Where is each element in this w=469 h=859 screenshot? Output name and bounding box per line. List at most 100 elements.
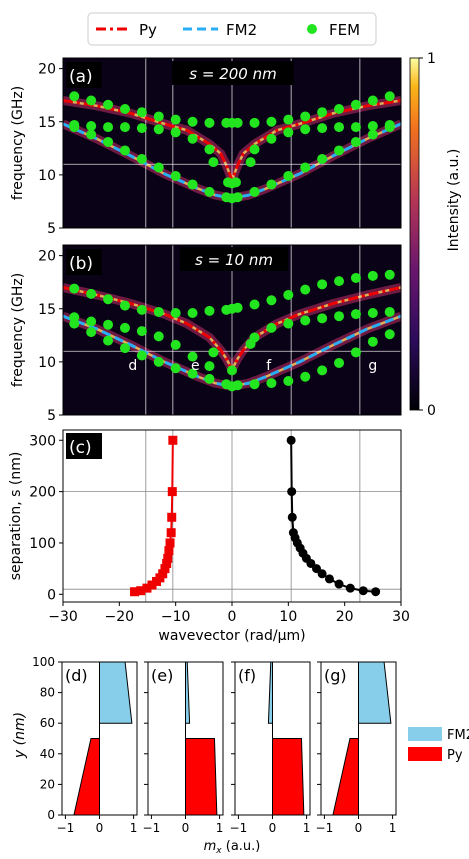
panel-a-tag: (a) <box>69 67 93 87</box>
b-fem-point <box>334 311 345 322</box>
profile-legend-fm2-swatch <box>408 727 442 741</box>
c-square-point <box>163 553 173 563</box>
a-fem-point <box>119 145 130 156</box>
b-fem-point <box>170 308 181 318</box>
b-ytick-label-1: 10 <box>38 355 56 371</box>
b-fem-point <box>249 379 260 390</box>
a-fem-point <box>170 170 181 181</box>
c-xtick-label-3: 0 <box>228 609 237 625</box>
a-fem-point <box>223 177 234 188</box>
b-fem-point <box>266 295 277 306</box>
a-fem-point <box>136 107 147 118</box>
a-fem-point <box>350 122 361 133</box>
a-fem-point <box>266 116 277 127</box>
panel-a-frame <box>62 57 402 229</box>
colorbar-max-label: 1 <box>427 51 436 67</box>
profile-tag: (d) <box>65 666 88 685</box>
panel-b: d e f g 5 10 15 20 (b) s = 10 nm frequency (GH… <box>10 244 402 424</box>
b-fem-point <box>384 306 395 317</box>
a-fem-point <box>367 129 378 140</box>
a-fem-point <box>334 145 345 156</box>
a-fem-point <box>300 162 311 173</box>
b-fem-point <box>153 331 164 342</box>
panel-a-ylabel: frequency (GHz) <box>10 86 26 200</box>
a-fem-point <box>283 114 294 125</box>
b-fem-point <box>103 294 114 305</box>
b-fem-point <box>384 269 395 280</box>
legend-fem-marker <box>307 24 317 34</box>
profile-xtick-label: −1 <box>57 821 75 835</box>
profile-xlabel: mx (a.u.) <box>204 839 261 856</box>
profile-ytick-label: 80 <box>40 686 55 700</box>
a-fem-point <box>317 107 328 118</box>
a-fem-point <box>119 104 130 114</box>
panel-b-tag-box <box>66 249 102 275</box>
c-square-point <box>136 586 146 596</box>
a-fem-point <box>249 117 260 128</box>
c-square-point <box>164 546 174 556</box>
b-fem-point <box>103 319 114 330</box>
c-ytick-label-2: 200 <box>29 485 56 501</box>
colorbar: 1 0 Intensity (a.u.) <box>409 51 462 419</box>
profile-tag: (g) <box>324 666 347 685</box>
c-circle-point <box>317 569 327 579</box>
profile-xtick-label: −1 <box>230 821 248 835</box>
b-fem-point <box>136 326 147 337</box>
panel-c-series <box>130 435 381 597</box>
profile-panel-e: (e) −1 0 1 <box>143 661 224 835</box>
b-fem-point <box>334 357 345 368</box>
c-xtick-label-1: −20 <box>105 609 135 625</box>
b-fem-point <box>367 336 378 347</box>
a-fem-point <box>266 179 277 190</box>
profile-xtick-label: 1 <box>130 821 138 835</box>
c-xtick-label-4: 10 <box>279 609 297 625</box>
a-fem-point <box>204 186 215 197</box>
c-circle-point <box>287 512 297 522</box>
a-fem-point <box>232 192 243 203</box>
c-square-point <box>147 580 157 590</box>
a-fem-point <box>283 170 294 181</box>
legend: Py FM2 FEM <box>87 12 377 46</box>
b-fem-point <box>300 315 311 326</box>
b-fem-point <box>204 361 215 372</box>
panel-a-annotation-box <box>172 61 294 85</box>
profile-legend-py-swatch <box>408 747 442 761</box>
b-fem-point <box>245 338 256 349</box>
c-circle-point <box>358 586 368 596</box>
c-circle-point <box>334 579 344 589</box>
legend-frame <box>87 12 377 46</box>
a-fem-point <box>266 133 277 144</box>
c-circle-point <box>324 574 334 584</box>
a-fem-point <box>367 95 378 106</box>
c-square-point <box>162 558 172 568</box>
b-fem-point <box>86 327 97 338</box>
c-xtick-label-5: 20 <box>336 609 354 625</box>
a-fem-point <box>136 153 147 164</box>
a-fem-point <box>334 104 345 114</box>
a-fem-point <box>153 111 164 122</box>
b-fem-point <box>367 270 378 281</box>
a-ytick-label-2: 15 <box>38 115 56 131</box>
py-profile-fill <box>185 738 218 816</box>
a-fem-point <box>230 177 241 188</box>
a-fem-point <box>208 157 219 168</box>
c-square-point <box>167 487 177 497</box>
a-fem-point <box>69 91 80 102</box>
a-fem-point <box>103 99 114 110</box>
b-fem-point <box>350 309 361 320</box>
c-square-point <box>160 564 170 574</box>
a-fem-point <box>69 122 80 133</box>
c-xtick-label-6: 30 <box>392 609 410 625</box>
b-fem-point <box>249 299 260 310</box>
c-square-point <box>166 528 176 538</box>
b-fem-point <box>136 304 147 315</box>
b-fem-point <box>86 316 97 327</box>
panel-a-ticks: 5 10 15 20 <box>38 62 63 237</box>
panel-c-ylabel: separation, s (nm) <box>8 452 24 581</box>
a-fem-point <box>249 186 260 197</box>
a-fem-point <box>249 144 260 155</box>
panel-c: 0 100 200 300 −30 −20 −10 0 10 20 30 (c) separatio… <box>8 429 410 644</box>
profile-xtick-label: −1 <box>143 821 161 835</box>
a-fem-point <box>136 123 147 134</box>
b-fem-point <box>232 380 243 391</box>
